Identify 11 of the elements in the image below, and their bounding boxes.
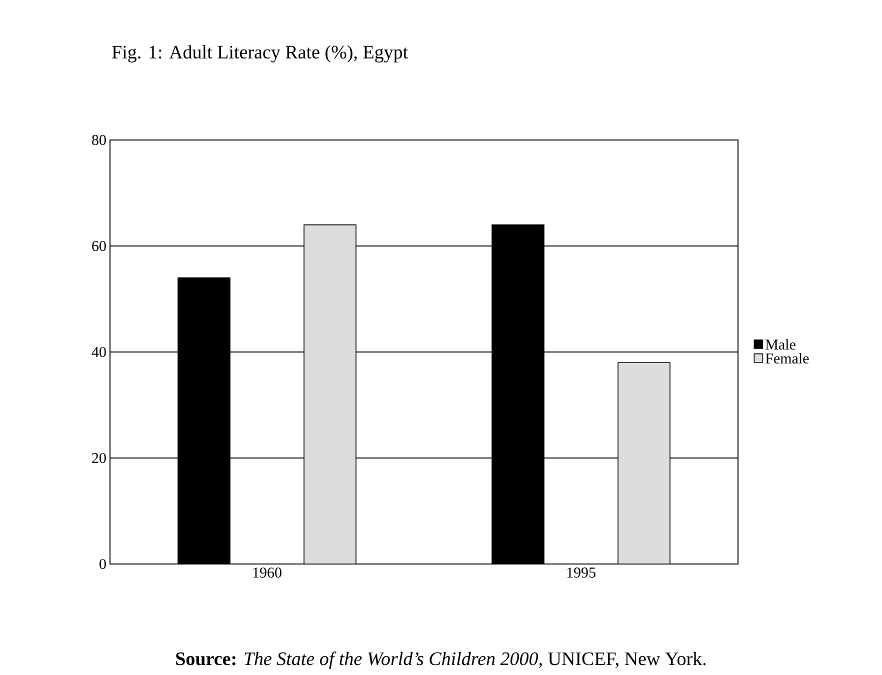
y-tick-label: 80 bbox=[92, 134, 106, 146]
x-tick-label: 1995 bbox=[567, 568, 596, 578]
text: Source: The State of the World’s Children 2000, UNICEF, New York. bbox=[176, 652, 706, 670]
x-tick-label: 1960 bbox=[253, 568, 282, 578]
y-tick-label: 40 bbox=[92, 346, 106, 358]
y-tick-label: 60 bbox=[92, 240, 106, 252]
chart-title: Fig. 1: Adult Literacy Rate (%), Egypt bbox=[112, 45, 408, 62]
legend-label: Male bbox=[766, 339, 796, 350]
y-tick-label: 0 bbox=[100, 558, 106, 570]
legend-label: Female bbox=[766, 353, 809, 364]
y-tick-label: 20 bbox=[92, 452, 106, 464]
